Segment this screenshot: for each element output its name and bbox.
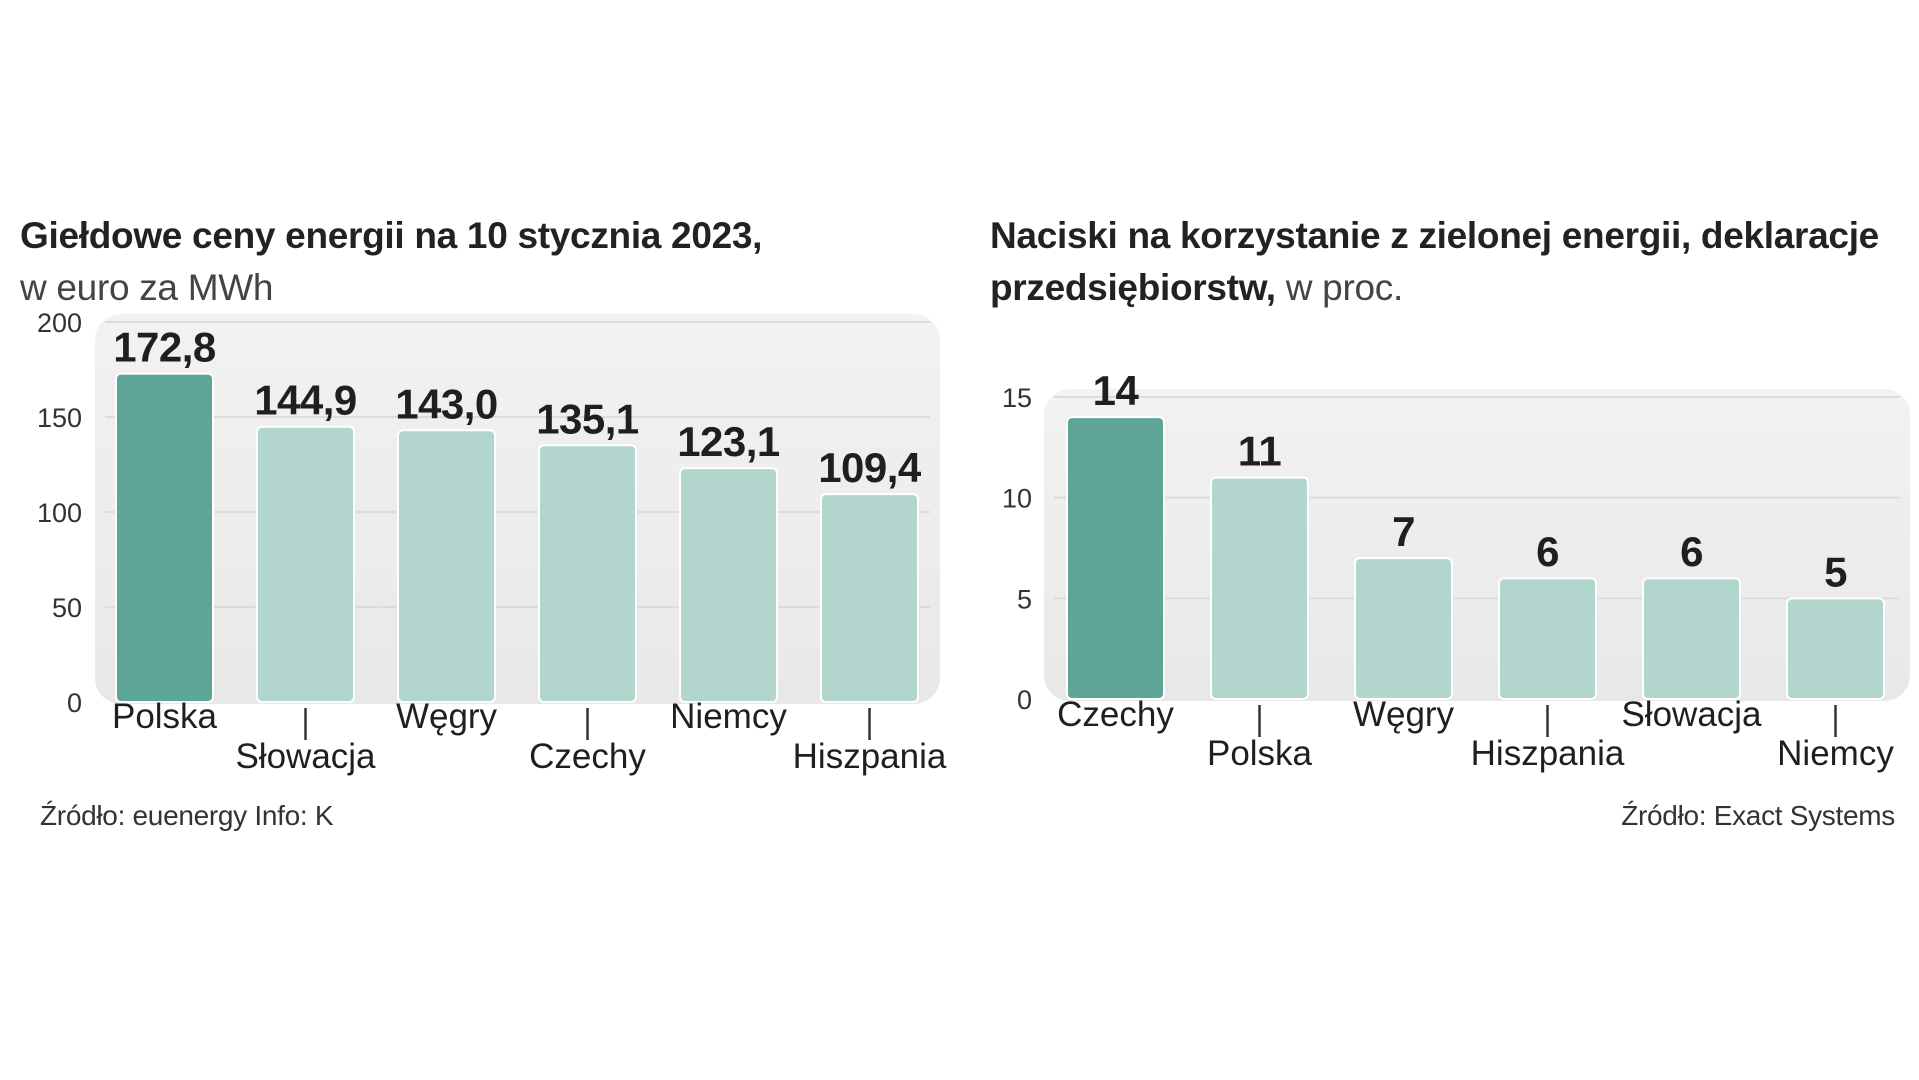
bar-value-label: 172,8: [113, 324, 216, 371]
bar-value-label: 143,0: [395, 380, 498, 427]
bar: [1210, 476, 1309, 700]
bar: [1354, 557, 1453, 700]
bar-value-label: 6: [1680, 528, 1703, 575]
x-category-label: Węgry: [1353, 695, 1455, 734]
x-category-label: Czechy: [529, 737, 646, 776]
bar: [397, 429, 496, 703]
y-tick-label: 5: [1017, 584, 1032, 614]
bar-value-label: 123,1: [677, 418, 780, 465]
bar: [538, 444, 637, 703]
y-tick-label: 0: [1017, 685, 1032, 715]
bar: [115, 372, 214, 703]
y-tick-label: 200: [37, 308, 82, 338]
x-category-label: Węgry: [396, 697, 498, 736]
bar-value-label: 14: [1093, 367, 1140, 414]
bar: [1642, 577, 1741, 701]
x-category-label: Polska: [1207, 734, 1313, 773]
chart-title-unit: w proc.: [1285, 267, 1403, 308]
y-tick-label: 100: [37, 498, 82, 528]
x-category-label: Czechy: [1057, 695, 1174, 734]
bar-value-label: 144,9: [254, 377, 357, 424]
bar-value-label: 7: [1392, 508, 1415, 555]
bar-value-label: 135,1: [536, 395, 639, 442]
bar-value-label: 109,4: [818, 444, 922, 491]
x-category-label: Hiszpania: [1471, 734, 1625, 773]
x-category-label: Niemcy: [1777, 734, 1894, 773]
x-category-label: Niemcy: [670, 697, 787, 736]
bar: [679, 467, 778, 703]
bar-value-label: 5: [1824, 548, 1847, 595]
chart-title-unit: w euro za MWh: [20, 267, 274, 308]
plot-panel: [1044, 389, 1910, 701]
bar: [1786, 597, 1885, 700]
chart-title: Giełdowe ceny energii na 10 stycznia 202…: [20, 210, 920, 314]
bar-value-label: 6: [1536, 528, 1559, 575]
bar-chart-svg: 0 5 10 15 14 Czechy 11 Polska 7 Węgry 6 Hiszpania 6 S…: [1002, 367, 1910, 773]
y-tick-label: 10: [1002, 484, 1032, 514]
y-tick-label: 150: [37, 403, 82, 433]
bar: [820, 493, 919, 704]
chart-title-main: Naciski na korzystanie z zielonej energi…: [990, 215, 1879, 308]
chart-energy-prices: Giełdowe ceny energii na 10 stycznia 202…: [20, 210, 947, 831]
bar-value-label: 11: [1238, 428, 1282, 475]
y-tick-label: 50: [52, 593, 82, 623]
y-tick-label: 0: [67, 688, 82, 718]
bar-chart-svg: 0 50 100 150 200 172,8 Polska 144,9 Słowacja 143,…: [37, 308, 947, 776]
source-note: Źródło: Exact Systems: [1621, 800, 1895, 831]
x-category-label: Słowacja: [1621, 695, 1762, 734]
y-tick-label: 15: [1002, 383, 1032, 413]
x-category-label: Hiszpania: [793, 737, 947, 776]
chart-title: Naciski na korzystanie z zielonej energi…: [990, 210, 1900, 314]
x-category-label: Polska: [112, 697, 218, 736]
chart-green-energy: Naciski na korzystanie z zielonej energi…: [960, 0, 1919, 1080]
bar: [256, 425, 355, 703]
x-category-label: Słowacja: [235, 737, 376, 776]
plot-panel: [95, 314, 940, 704]
bar: [1066, 416, 1165, 700]
chart-title-main: Giełdowe ceny energii na 10 stycznia 202…: [20, 215, 763, 256]
source-note: Źródło: euenergy Info: K: [40, 800, 334, 831]
bar: [1498, 577, 1597, 701]
